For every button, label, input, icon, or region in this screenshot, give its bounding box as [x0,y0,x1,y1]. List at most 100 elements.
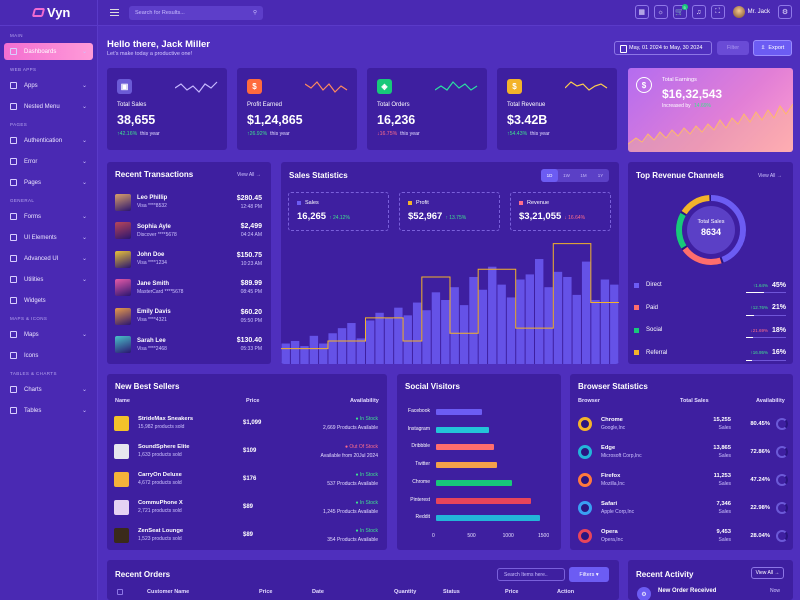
transaction-row[interactable]: John Doe Visa ****1234 $150.75 10:23 AM [115,247,262,271]
revenue-view-all[interactable]: View All → [758,173,782,179]
sidebar-item-label: Tables [24,407,42,414]
user-menu[interactable]: Mr. Jack [732,6,770,18]
product-image [114,443,129,459]
orders-select-all-checkbox[interactable] [117,589,123,595]
sidebar-section-title: WEB APPS [10,67,37,72]
sidebar-item-icons[interactable]: Icons [4,347,93,364]
sidebar-item-error[interactable]: Error ⌄ [4,153,93,170]
search-input[interactable]: Search for Results... ⚲ [129,5,263,20]
browser-sales-label: Sales [718,453,731,459]
map-icon [10,331,17,338]
tab-1w[interactable]: 1W [563,173,570,178]
availability-ring-icon [776,446,788,458]
x-tick-label: 1500 [538,533,550,539]
best-seller-row[interactable]: SoundSphere Elite 1,633 products sold $109… [114,437,378,465]
donut-slice [676,195,746,265]
sidebar-item-forms[interactable]: Forms ⌄ [4,208,93,225]
stat-change-row: ↓16.75% this year [377,131,420,137]
browser-availability: 47.24% [750,477,770,483]
best-seller-row[interactable]: CarryOn Deluxe 4,672 products sold $176 ● I… [114,465,378,493]
sales-bar [290,340,300,364]
language-icon[interactable]: ▦ [634,5,649,19]
summary-label: Sales [305,200,319,206]
browser-availability: 28.04% [750,533,770,539]
box-icon [10,234,17,241]
best-seller-row[interactable]: StrideMax Sneakers 15,982 products sold $1… [114,409,378,437]
channel-change: ↑16.95% [750,350,768,355]
sales-bar [469,276,478,364]
chevron-down-icon: ⌄ [81,180,87,186]
browser-row-firefox[interactable]: Firefox Mozilla,Inc 11,253 Sales 47.24% [578,466,788,494]
sidebar-item-advanced-ui[interactable]: Advanced UI ⌄ [4,250,93,267]
transaction-row[interactable]: Sophia Ayle Discover ****5678 $2,499 04:24 … [115,219,262,243]
summary-key: Sales [297,200,380,206]
browser-row-opera[interactable]: Opera Opera,Inc 9,453 Sales 28.04% [578,522,788,550]
activity-icon: ⚙ [637,587,651,600]
stock-status-label: In Stock [359,499,378,506]
browser-row-edge[interactable]: Edge Microsoft Corp,Inc 13,865 Sales 72.86% [578,438,788,466]
sidebar-item-charts[interactable]: Charts ⌄ [4,381,93,398]
social-bar [436,444,494,451]
product-name: SoundSphere Elite [138,444,190,450]
sales-bar [309,335,319,364]
transactions-title: Recent Transactions [115,170,194,179]
sidebar-item-dashboards[interactable]: Dashboards ⌄ [4,43,93,60]
tab-1y[interactable]: 1Y [597,173,604,178]
sidebar-item-maps[interactable]: Maps ⌄ [4,326,93,343]
sidebar-item-widgets[interactable]: Widgets [4,292,93,309]
transaction-row[interactable]: Sarah Lee Visa ****2468 $130.40 05:33 PM [115,333,262,357]
sidebar-item-ui-elements[interactable]: UI Elements ⌄ [4,229,93,246]
logo[interactable]: Vyn [0,0,97,26]
sidebar-item-apps[interactable]: Apps ⌄ [4,77,93,94]
orders-col-price: Price [259,589,273,595]
cart-icon[interactable]: 🛒 5 [672,4,688,19]
sidebar-item-label: Apps [24,82,38,89]
tab-1m[interactable]: 1M [580,173,587,178]
transaction-card: Discover ****5678 [137,231,177,238]
filter-button[interactable]: Filter [717,41,749,55]
sidebar-item-authentication[interactable]: Authentication ⌄ [4,132,93,149]
best-seller-row[interactable]: CommuPhone X 2,721 products sold $89 ● In S… [114,493,378,521]
activity-item-time: Now [770,588,781,594]
x-tick-label: 0 [432,533,435,539]
browser-row-chrome[interactable]: Chrome Google,Inc 15,255 Sales 80.45% [578,410,788,438]
sales-bar [281,343,290,364]
safari-icon [578,501,592,515]
settings-gear-icon[interactable]: ⚙ [778,5,792,19]
product-availability: ● In Stock 1,245 Products Available [283,500,378,515]
transaction-amount: $60.20 [240,308,262,316]
sidebar-item-nested-menu[interactable]: Nested Menu ⌄ [4,98,93,115]
layers-icon [10,255,17,262]
stat-label: Profit Earned [247,102,283,108]
transaction-row[interactable]: Jane Smith MasterCard ****5678 $89.99 08:45… [115,276,262,300]
stat-label: Total Orders [377,102,410,108]
best-seller-row[interactable]: ZenSeat Lounge 1,523 products sold $89 ● In… [114,521,378,549]
sales-bar [412,302,422,364]
sidebar-item-pages[interactable]: Pages ⌄ [4,174,93,191]
tab-1d[interactable]: 1D [541,169,558,182]
topbar: Search for Results... ⚲ ▦ ☼ 🛒 5 ♫ ⛶ Mr. J… [98,0,800,26]
chevron-down-icon: ⌄ [81,49,87,55]
transaction-row[interactable]: Emily Davis Visa ****4321 $60.20 05:50 PM [115,304,262,328]
browser-name: Firefox [601,473,621,479]
export-button[interactable]: ⇫ Export [753,40,792,56]
filters-button[interactable]: Filters ▾ [569,567,609,582]
stock-status: ● Out Of Stock [344,443,378,450]
bell-icon[interactable]: ♫ [691,5,706,19]
orders-search-input[interactable]: Search Items here.. [497,568,565,581]
channel-progress-fill [746,292,764,293]
date-range-picker[interactable]: May, 01 2024 to May, 30 2024 [614,41,712,55]
sparkline [565,81,608,91]
browser-row-safari[interactable]: Safari Apple Corp,Inc 7,346 Sales 22.98% [578,494,788,522]
sidebar-item-tables[interactable]: Tables ⌄ [4,402,93,419]
transaction-amount: $280.45 [236,194,262,202]
transactions-view-all[interactable]: View All → [237,172,261,178]
activity-view-all-button[interactable]: View All → [751,567,784,579]
fullscreen-icon[interactable]: ⛶ [710,5,725,19]
theme-icon[interactable]: ☼ [653,5,668,19]
menu-toggle-icon[interactable] [110,9,119,16]
channel-change-value: 16.95% [752,350,768,355]
transaction-row[interactable]: Leo Phillip Visa ****8532 $280.45 12:48 PM [115,190,262,214]
sidebar-item-utilities[interactable]: Utilities ⌄ [4,271,93,288]
firefox-icon [578,473,592,487]
